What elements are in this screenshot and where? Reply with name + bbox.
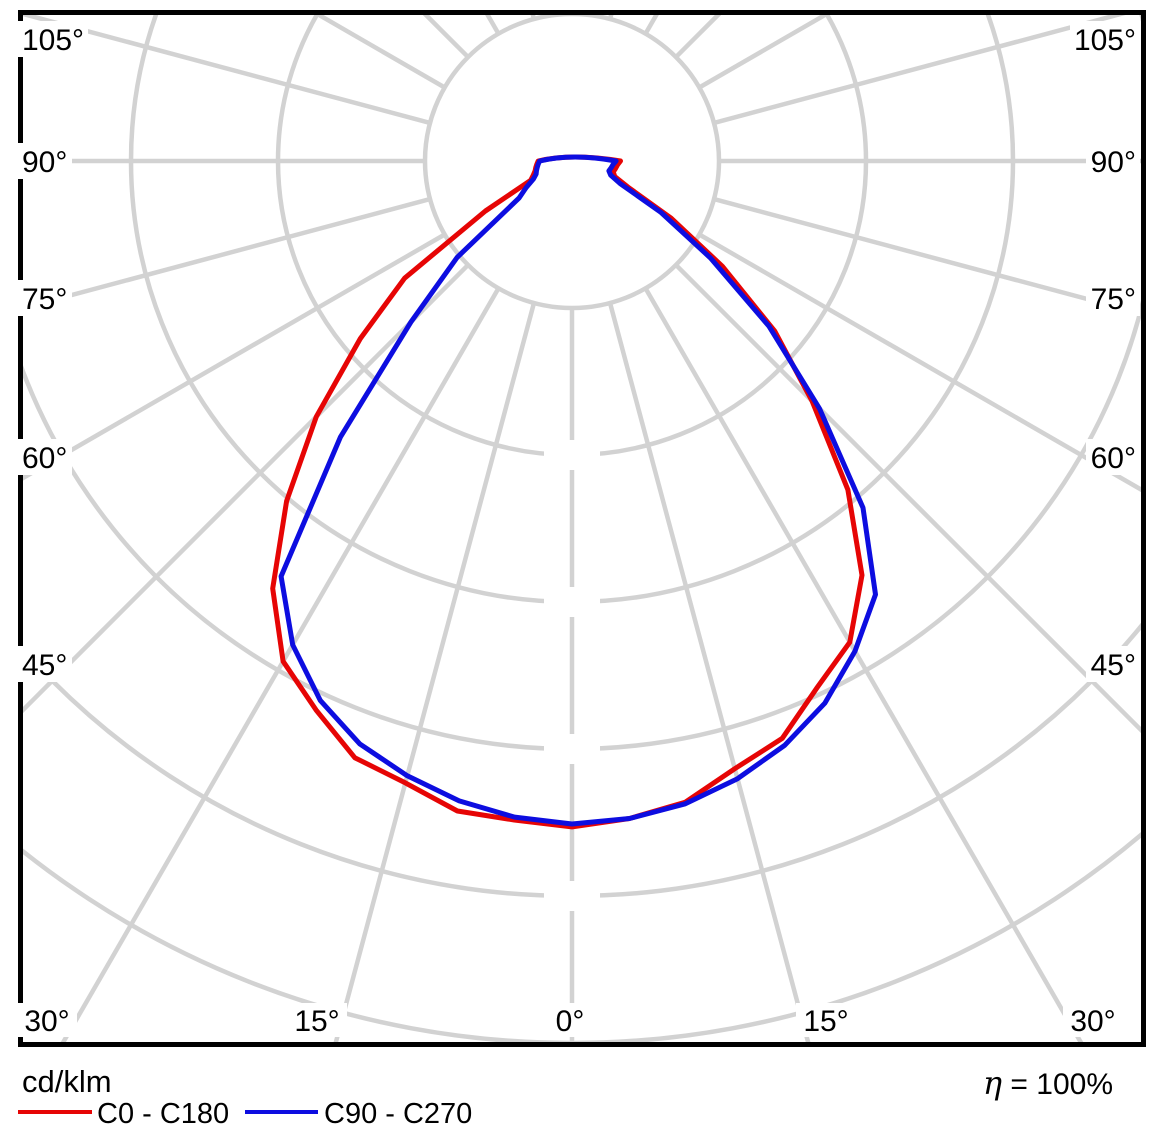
tick-right-75°: 75° xyxy=(1091,283,1136,316)
tick-bottom-2: 0° xyxy=(556,1005,585,1038)
unit-label: cd/klm xyxy=(22,1064,112,1099)
ring-label-gaps xyxy=(544,440,600,911)
tick-right-105°: 105° xyxy=(1074,24,1136,57)
tick-right-90°: 90° xyxy=(1091,146,1136,179)
tick-left-90°: 90° xyxy=(22,146,67,179)
tick-right-60°: 60° xyxy=(1091,442,1136,475)
tick-right-45°: 45° xyxy=(1091,649,1136,682)
legend-label-c90: C90 - C270 xyxy=(324,1098,472,1130)
tick-left-60°: 60° xyxy=(22,442,67,475)
legend-label-c0: C0 - C180 xyxy=(97,1098,229,1130)
tick-left-105°: 105° xyxy=(22,24,84,57)
tick-left-75°: 75° xyxy=(22,283,67,316)
tick-bottom-4: 30° xyxy=(1070,1005,1115,1038)
tick-left-45°: 45° xyxy=(22,649,67,682)
curve-c90-c270 xyxy=(278,154,878,827)
tick-bottom-0: 30° xyxy=(24,1005,69,1038)
angle-tick-labels: 105° 105° 90° 90° 75° 75° 60° 60° 45° 45° 30° 15° 0°… xyxy=(17,21,1140,1038)
curve-c0-c180 xyxy=(270,154,865,830)
tick-bottom-3: 15° xyxy=(803,1005,848,1038)
plot-frame xyxy=(18,10,1146,1047)
efficiency-label: η = 100% xyxy=(983,1064,1113,1102)
footer: cd/klm C0 - C180 C90 - C270 η = 100% xyxy=(18,1064,1113,1130)
tick-bottom-1: 15° xyxy=(294,1005,339,1038)
